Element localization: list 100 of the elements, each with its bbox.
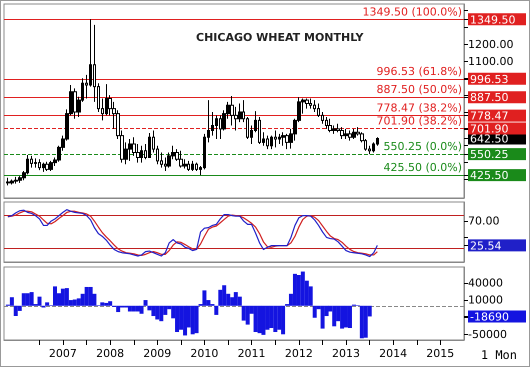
bar bbox=[222, 285, 226, 306]
candlestick bbox=[148, 132, 151, 158]
x-tick-label: 2010 bbox=[190, 347, 218, 360]
bar bbox=[340, 306, 344, 329]
candlestick bbox=[6, 177, 10, 186]
candlestick bbox=[179, 150, 183, 168]
x-tick-label: 2013 bbox=[332, 347, 360, 360]
x-tick-label: 2008 bbox=[96, 347, 124, 360]
bar bbox=[53, 286, 58, 306]
candlestick bbox=[219, 114, 222, 140]
y-tick-label: 778.47 bbox=[470, 110, 508, 123]
ref-line-label: 1349.50 (100.0%) bbox=[362, 5, 462, 18]
candlestick bbox=[38, 158, 41, 171]
bar bbox=[190, 306, 195, 334]
bar bbox=[214, 306, 218, 315]
bar bbox=[194, 306, 199, 334]
y-tick-label: 425.50 bbox=[470, 169, 508, 182]
x-tick-label: 2011 bbox=[238, 347, 266, 360]
y-tick-label: 10000 bbox=[468, 294, 503, 307]
bar bbox=[88, 286, 93, 306]
bar bbox=[151, 306, 156, 316]
candlestick bbox=[278, 133, 281, 145]
y-tick-label: 550.25 bbox=[470, 148, 508, 162]
candlestick bbox=[195, 162, 198, 172]
y-tick-label: 1100.00 bbox=[468, 54, 514, 68]
candlestick bbox=[140, 145, 143, 164]
x-tick-label: 2007 bbox=[48, 347, 77, 360]
y-tick-label: 25.54 bbox=[470, 239, 502, 252]
candlestick bbox=[340, 126, 344, 140]
bar bbox=[332, 306, 336, 326]
bar bbox=[254, 306, 258, 332]
bar bbox=[22, 293, 26, 306]
ref-line-label: 778.47 (38.2%) bbox=[376, 102, 462, 115]
x-tick-label: 2009 bbox=[143, 347, 172, 360]
y-tick-label: 996.53 bbox=[470, 72, 508, 86]
x-tick-label: 2012 bbox=[284, 347, 313, 360]
bar bbox=[273, 306, 278, 332]
bar bbox=[261, 306, 266, 335]
candlestick bbox=[34, 158, 37, 168]
bar bbox=[38, 296, 42, 306]
bar bbox=[269, 306, 274, 328]
bar bbox=[10, 297, 14, 306]
candlestick bbox=[309, 98, 312, 110]
bar bbox=[116, 306, 120, 312]
bar bbox=[202, 290, 206, 306]
bar bbox=[84, 286, 89, 306]
bar bbox=[159, 306, 164, 322]
bar bbox=[234, 292, 238, 306]
y-tick-label: 70.00 bbox=[468, 214, 500, 228]
bar bbox=[132, 306, 136, 312]
bar bbox=[100, 302, 104, 306]
ref-line-label: 425.50 (0.0%) bbox=[383, 161, 462, 174]
ref-line-label: 996.53 (61.8%) bbox=[376, 64, 462, 78]
bar bbox=[296, 274, 301, 306]
candlestick bbox=[281, 132, 285, 146]
bar bbox=[45, 302, 50, 306]
candlestick bbox=[274, 130, 277, 148]
candlestick bbox=[187, 160, 190, 172]
bar bbox=[364, 306, 368, 338]
bar bbox=[344, 306, 348, 328]
bar bbox=[144, 300, 148, 306]
bar bbox=[155, 306, 160, 320]
x-tick-label: 2015 bbox=[426, 347, 454, 360]
ref-line-label: 701.90 (38.2%) bbox=[376, 114, 462, 128]
bar bbox=[300, 272, 305, 306]
candlestick bbox=[128, 138, 132, 162]
y-tick-label: -18690 bbox=[470, 310, 509, 324]
candlestick bbox=[266, 135, 269, 150]
y-tick-label: 1349.50 bbox=[470, 13, 516, 26]
bar bbox=[281, 306, 286, 334]
y-tick-label: -50000 bbox=[468, 328, 507, 341]
bar bbox=[108, 301, 112, 306]
candlestick bbox=[285, 133, 289, 150]
bar bbox=[72, 300, 77, 306]
bar bbox=[64, 288, 69, 306]
ref-line-label: 550.25 (0.0%) bbox=[383, 140, 462, 154]
candlestick bbox=[348, 130, 352, 142]
candlestick bbox=[305, 98, 309, 110]
candlestick bbox=[372, 142, 375, 153]
bar bbox=[258, 306, 262, 334]
y-tick-label: 1200.00 bbox=[468, 38, 514, 51]
bar bbox=[175, 306, 180, 332]
bar bbox=[312, 306, 317, 318]
bar bbox=[60, 288, 65, 306]
candlestick bbox=[10, 178, 14, 186]
bar bbox=[104, 302, 108, 306]
bar bbox=[128, 306, 132, 312]
candlestick bbox=[344, 128, 348, 140]
text: CHICAGO WHEAT MONTHLY bbox=[196, 31, 365, 44]
bar bbox=[14, 306, 18, 316]
y-tick-label: 40000 bbox=[468, 276, 503, 290]
candlestick bbox=[191, 160, 194, 172]
candlestick bbox=[352, 128, 356, 140]
candlestick bbox=[14, 176, 18, 184]
candlestick bbox=[73, 88, 77, 120]
candlestick bbox=[328, 118, 332, 133]
y-tick-label: 887.50 bbox=[470, 91, 508, 104]
text: 1 Mon bbox=[480, 348, 517, 362]
candlestick bbox=[49, 160, 53, 172]
candlestick bbox=[45, 161, 49, 172]
